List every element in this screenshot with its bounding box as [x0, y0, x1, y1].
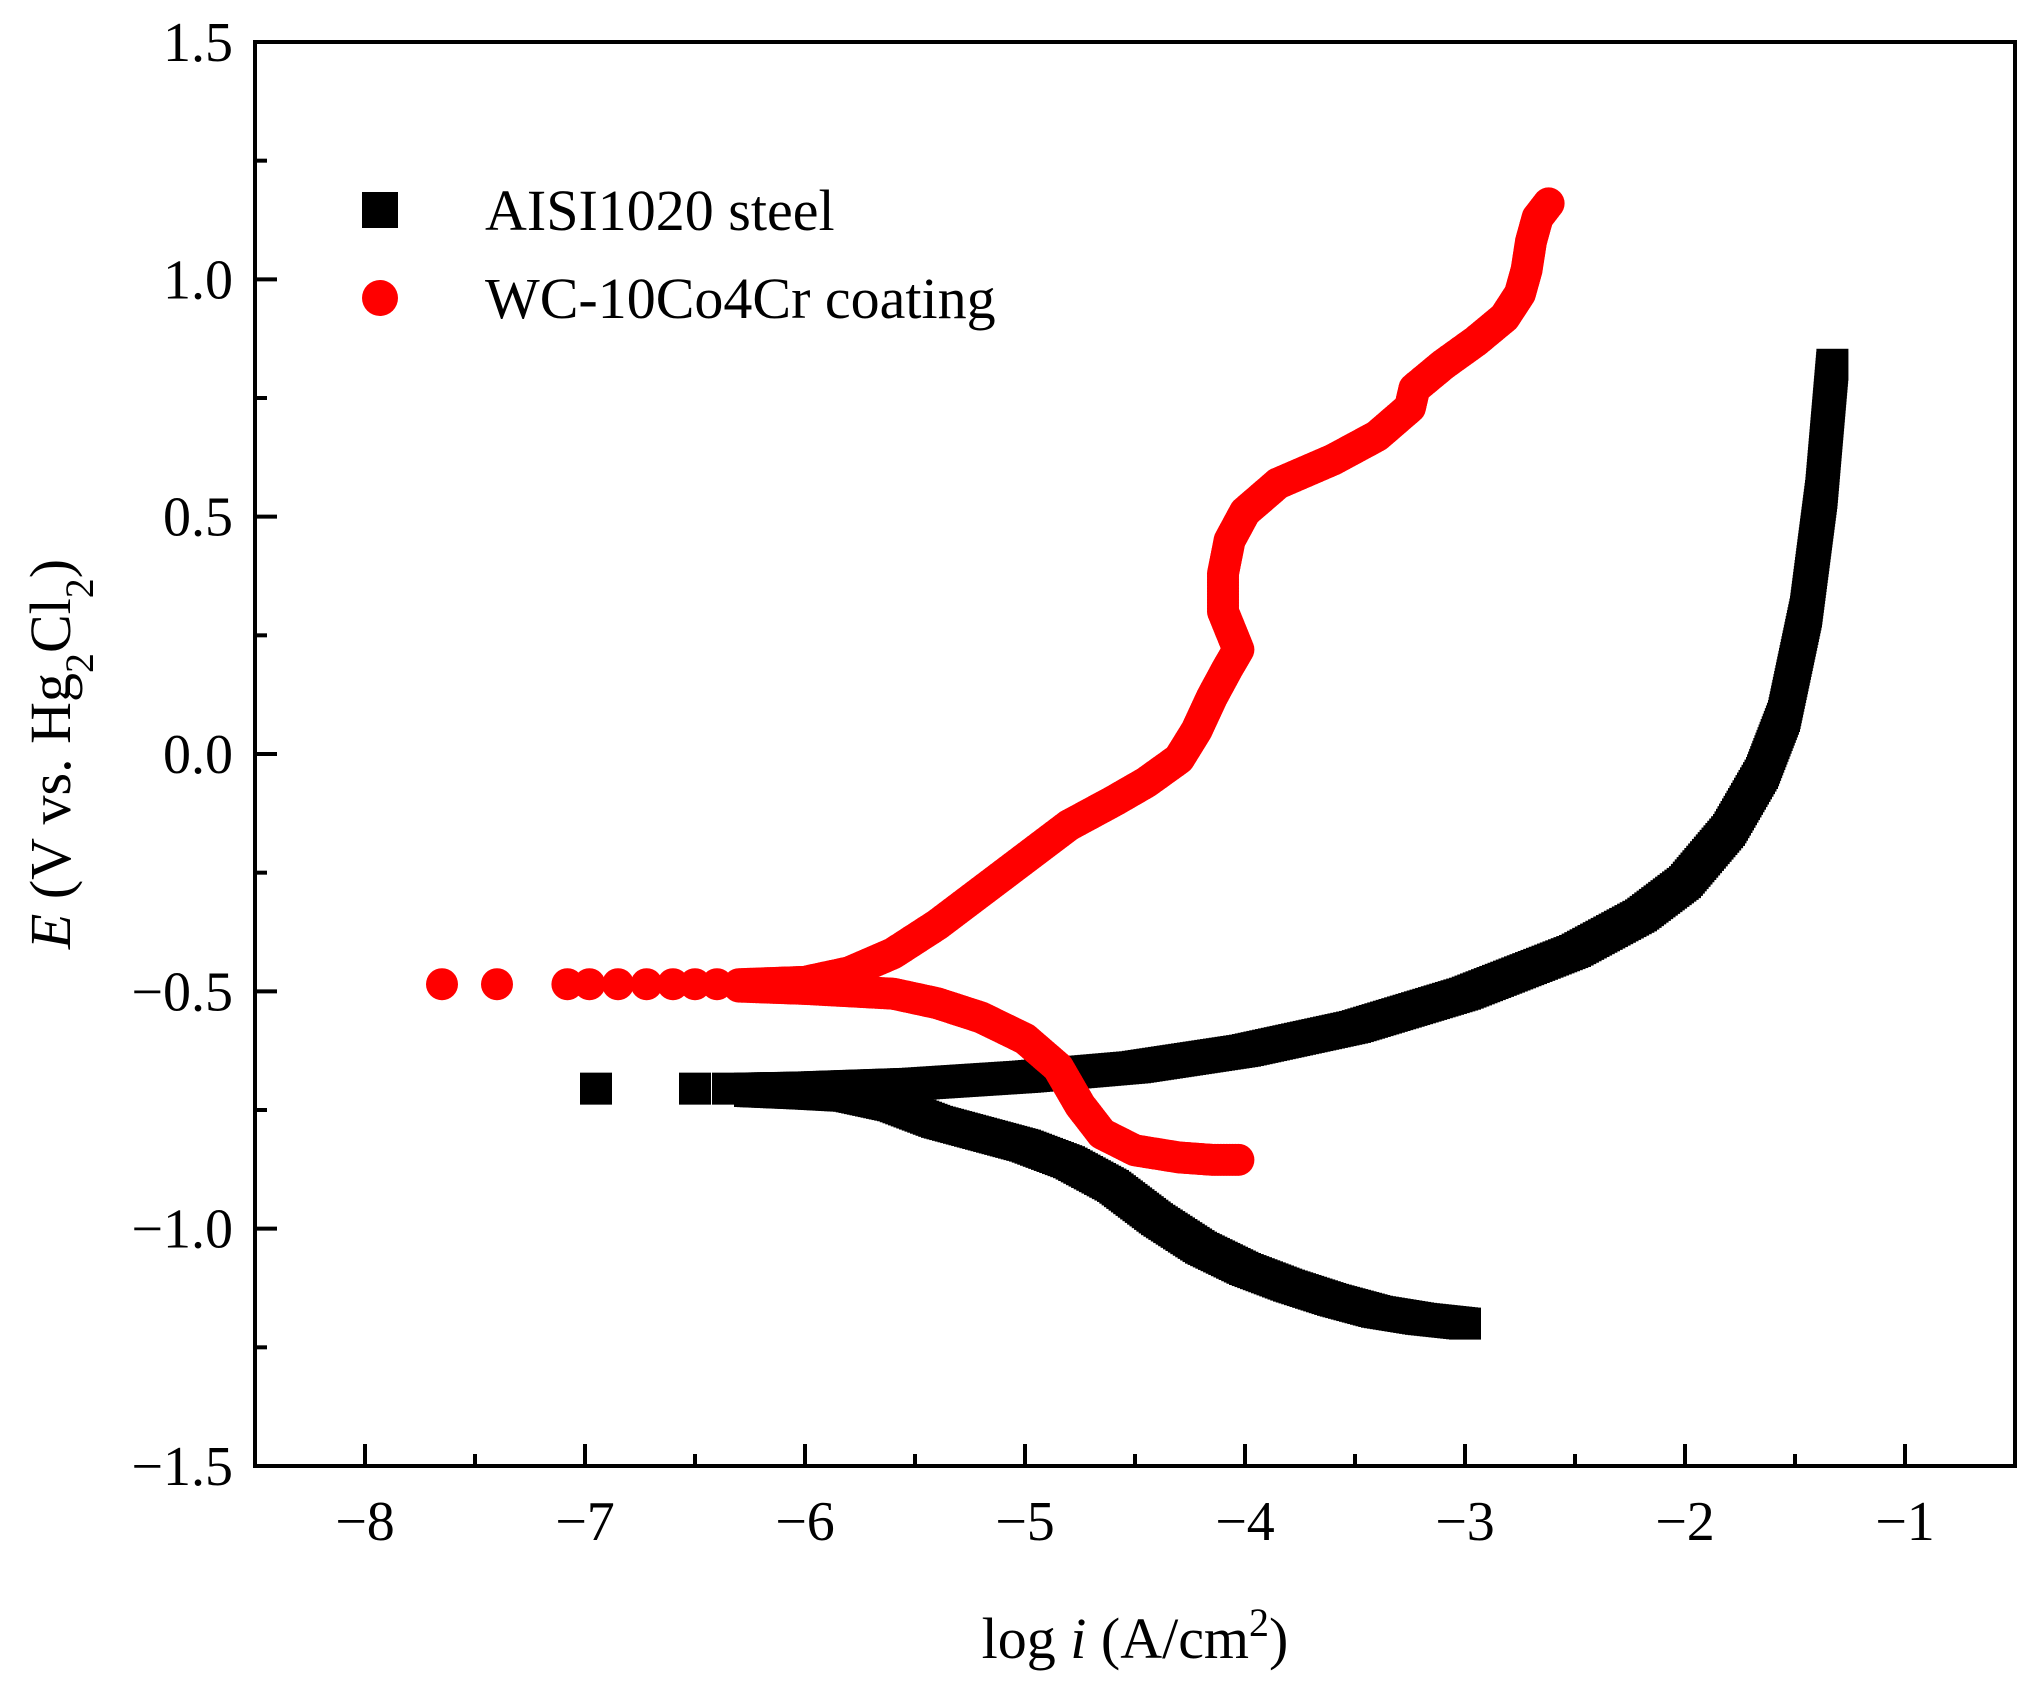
data-point: [602, 968, 634, 1001]
legend-circle-marker: [362, 280, 398, 316]
data-point: [1222, 1143, 1255, 1176]
data-point: [1449, 1307, 1481, 1340]
data-point: [679, 1072, 711, 1105]
y-tick-label: 1.5: [163, 12, 233, 74]
y-tick-label: −1.0: [131, 1199, 233, 1261]
data-point: [580, 1072, 612, 1105]
x-tick-label: −7: [555, 1491, 615, 1553]
series-coating: [426, 187, 1565, 1176]
plot-area: [426, 187, 1849, 1340]
y-tick-label: −0.5: [131, 961, 233, 1023]
data-point: [679, 968, 711, 1001]
y-tick-label: −1.5: [131, 1436, 233, 1498]
plot-frame: [253, 40, 2017, 1468]
data-point: [573, 968, 606, 1001]
data-point: [630, 968, 663, 1001]
legend-item: AISI1020 steel: [362, 178, 835, 243]
legend-label: WC-10Co4Cr coating: [485, 266, 996, 331]
x-axis-title: log i (A/cm2): [982, 1600, 1289, 1672]
x-tick-label: −3: [1435, 1491, 1495, 1553]
y-tick-label: 0.0: [163, 724, 233, 786]
x-tick-label: −5: [995, 1491, 1055, 1553]
x-tick-label: −1: [1875, 1491, 1935, 1553]
legend-square-marker: [362, 192, 398, 228]
data-point: [1816, 348, 1849, 381]
data-point: [1532, 187, 1565, 220]
data-point: [426, 968, 458, 1001]
x-tick-label: −8: [335, 1491, 395, 1553]
legend: AISI1020 steel WC-10Co4Cr coating: [362, 178, 996, 331]
y-tick-label: 1.0: [163, 249, 233, 311]
data-point: [551, 968, 584, 1001]
y-axis-title: E (V vs. Hg2Cl2): [18, 559, 102, 950]
legend-item: WC-10Co4Cr coating: [362, 266, 996, 331]
axes: −8 −7 −6 −5 −4 −3 −2 −1 −1.5 −1.0 −0.5 0.0 0.5 1.0 1.5: [131, 12, 1934, 1553]
legend-label: AISI1020 steel: [485, 178, 835, 243]
y-tick-label: 0.5: [163, 487, 233, 549]
data-point: [657, 968, 689, 1001]
x-tick-label: −4: [1215, 1491, 1275, 1553]
x-tick-label: −2: [1655, 1491, 1715, 1553]
x-tick-label: −6: [775, 1491, 835, 1553]
series-steel: [580, 348, 1849, 1340]
data-point: [481, 968, 513, 1001]
